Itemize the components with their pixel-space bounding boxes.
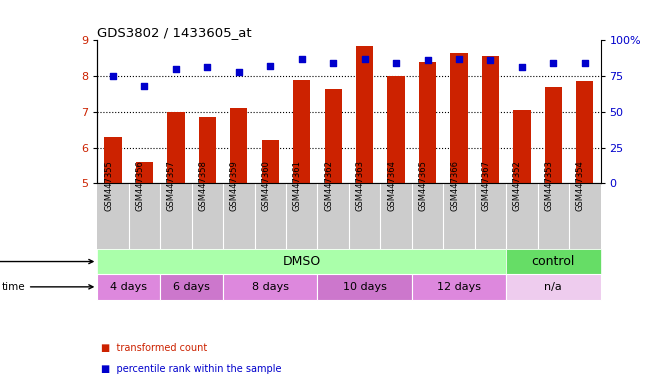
Point [202, 65, 213, 71]
Text: GSM447358: GSM447358 [199, 160, 207, 211]
Text: GSM447366: GSM447366 [450, 160, 459, 211]
Text: 10 days: 10 days [343, 282, 386, 292]
Text: GSM447352: GSM447352 [513, 160, 522, 211]
Point [234, 69, 244, 75]
Text: ■  transformed count: ■ transformed count [101, 343, 207, 353]
Bar [576, 81, 593, 183]
Point [485, 57, 496, 63]
Bar [160, 274, 223, 300]
Text: 8 days: 8 days [252, 282, 289, 292]
Bar [230, 108, 248, 183]
Point [517, 65, 527, 71]
Bar [513, 110, 531, 183]
Point [107, 73, 118, 79]
Bar [545, 87, 562, 183]
Text: 6 days: 6 days [173, 282, 210, 292]
Bar [356, 46, 373, 183]
Text: GSM447363: GSM447363 [356, 160, 364, 211]
Text: GSM447359: GSM447359 [230, 160, 239, 211]
Text: 12 days: 12 days [437, 282, 481, 292]
Point [580, 60, 590, 66]
Text: GSM447361: GSM447361 [293, 160, 302, 211]
Bar [412, 274, 506, 300]
Point [328, 60, 339, 66]
Bar [223, 274, 317, 300]
Bar [167, 112, 185, 183]
Bar [325, 89, 342, 183]
Text: growth protocol: growth protocol [0, 257, 93, 266]
Bar [419, 62, 436, 183]
Bar [506, 249, 601, 274]
Bar [105, 137, 121, 183]
Bar [482, 56, 499, 183]
Text: GSM447362: GSM447362 [324, 160, 333, 211]
Text: GSM447364: GSM447364 [387, 160, 396, 211]
Point [359, 56, 370, 62]
Point [170, 66, 181, 72]
Point [422, 57, 433, 63]
Text: GDS3802 / 1433605_at: GDS3802 / 1433605_at [97, 26, 252, 39]
Text: GSM447367: GSM447367 [482, 160, 491, 211]
Point [265, 63, 276, 69]
Bar [293, 79, 311, 183]
Text: n/a: n/a [544, 282, 562, 292]
Text: control: control [531, 255, 575, 268]
Text: GSM447353: GSM447353 [544, 160, 554, 211]
Point [391, 60, 401, 66]
Text: GSM447360: GSM447360 [261, 160, 270, 211]
Bar [317, 274, 412, 300]
Text: GSM447355: GSM447355 [104, 160, 113, 211]
Bar [97, 274, 160, 300]
Bar [450, 53, 468, 183]
Text: 4 days: 4 days [110, 282, 147, 292]
Point [454, 56, 464, 62]
Point [548, 60, 559, 66]
Text: ■  percentile rank within the sample: ■ percentile rank within the sample [101, 364, 281, 374]
Bar [199, 117, 216, 183]
Text: GSM447357: GSM447357 [167, 160, 176, 211]
Point [139, 83, 150, 89]
Text: DMSO: DMSO [282, 255, 321, 268]
Text: GSM447365: GSM447365 [419, 160, 427, 211]
Text: GSM447354: GSM447354 [576, 160, 585, 211]
Bar [97, 249, 506, 274]
Text: time: time [1, 282, 93, 292]
Bar [387, 76, 405, 183]
Point [297, 56, 307, 62]
Bar [136, 162, 153, 183]
Text: GSM447356: GSM447356 [136, 160, 144, 211]
Bar [506, 274, 601, 300]
Bar [262, 141, 279, 183]
